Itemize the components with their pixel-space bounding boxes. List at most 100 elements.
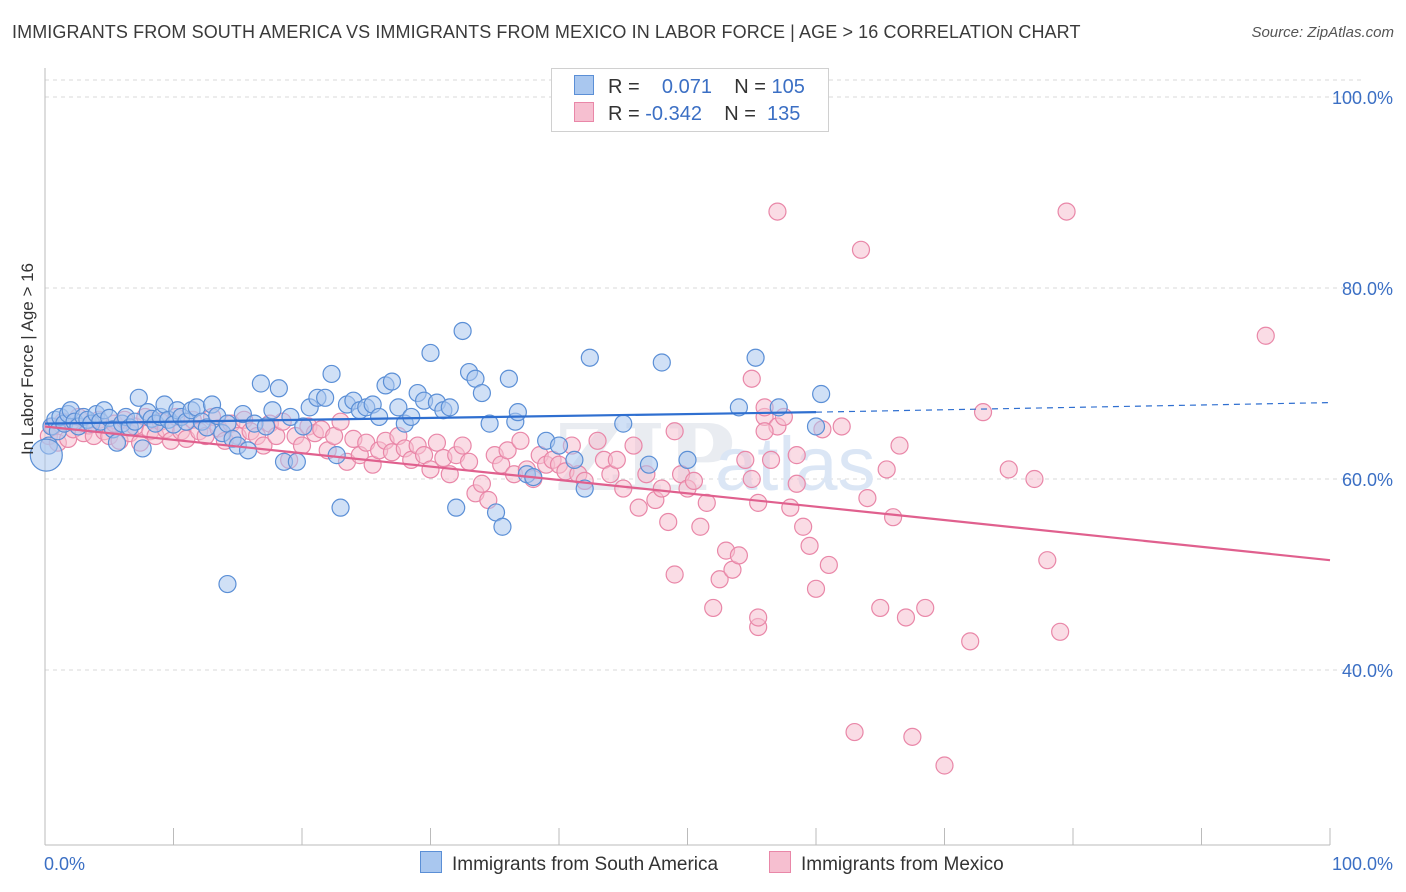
legend-n-label: N = [724,103,756,125]
south-america-point [812,384,831,404]
mexico-point [935,756,954,775]
mexico-point [588,431,607,450]
south-america-point [389,398,408,417]
legend-r-value: -0.342 [645,103,702,125]
south-america-point [480,414,499,433]
legend-r-label: R = [608,103,640,125]
mexico-point [787,474,806,493]
mexico-point [742,369,761,388]
mexico-point [761,450,781,469]
south-america-point [263,401,282,420]
mexico-point [973,403,993,422]
mexico-point [659,512,678,532]
mexico-point [851,240,871,259]
mexico-point [665,565,684,584]
mexico-point [704,598,723,618]
mexico-point [427,433,447,452]
south-america-point [238,441,258,460]
legend-r-label: R = [608,76,640,98]
south-america-point [678,450,697,469]
legend-swatch-mexico [769,851,791,873]
mexico-point [961,632,980,651]
south-america-point [729,398,749,417]
mexico-point [800,536,819,555]
south-america-point [281,407,300,427]
south-america-point [287,452,306,471]
y-axis-label: In Labor Force | Age > 16 [18,262,37,455]
y-tick-label: 100.0% [1332,88,1393,108]
south-america-point [256,417,276,436]
series-legend-south-america: Immigrants from South America [420,851,718,876]
mexico-points [39,202,1275,775]
south-america-point [421,343,440,363]
mexico-point [806,579,826,598]
mexico-point [845,722,864,742]
mexico-point [749,608,768,627]
south-america-point [29,438,63,472]
mexico-point [729,546,749,565]
mexico-point [749,493,768,512]
mexico-point [652,479,671,498]
mexico-point [742,469,761,489]
mexico-trend-line [44,425,1331,562]
mexico-point [511,431,530,450]
south-america-point [107,433,127,452]
south-america-point [129,388,148,407]
south-america-point [652,353,671,372]
mexico-point [498,441,517,460]
tick-labels: 40.0% 60.0% 80.0% 100.0% 0.0% 100.0% [44,88,1393,874]
south-america-point [402,407,421,427]
mexico-point [1051,622,1070,641]
mexico-point [472,474,491,493]
legend-swatch-south-america [574,75,594,95]
legend-n-label: N = [734,76,766,98]
south-america-point [565,450,584,469]
mexico-point [916,598,935,618]
legend-row-mexico: R = -0.342 N = 135 [574,102,800,128]
mexico-point [877,460,896,479]
mexico-point [691,517,710,536]
mexico-point [832,417,851,436]
trend-lines [44,402,1331,562]
mexico-point [453,436,472,455]
mexico-point [755,422,774,441]
south-america-point [370,407,389,427]
mexico-point [903,727,922,746]
south-america-point [440,398,459,417]
south-america-point [575,479,594,498]
legend-n-value: 105 [771,76,805,98]
south-america-point [580,348,599,367]
y-tick-label: 60.0% [1342,470,1393,490]
source-credit: Source: ZipAtlas.com [1251,24,1394,41]
mexico-point [1057,202,1076,221]
mexico-point [459,452,479,471]
south-america-point [447,498,466,517]
south-america-point [316,388,335,407]
legend-swatch-south-america [420,851,442,873]
mexico-point [819,555,838,575]
mexico-point [896,608,916,627]
south-america-trend-extension [815,402,1331,413]
mexico-point [710,570,729,589]
mexico-point [331,412,350,431]
south-america-point [322,364,341,384]
south-america-point [382,372,402,391]
south-america-point [218,574,237,594]
series-legend-mexico: Immigrants from Mexico [769,851,1004,876]
mexico-point [1038,551,1057,570]
south-america-point [806,417,826,436]
south-america-point [294,417,313,436]
south-america-point [269,379,288,398]
south-america-trend-line [44,411,817,425]
south-america-point [549,436,569,455]
legend-label-south-america: Immigrants from South America [452,854,719,875]
south-america-point [251,374,270,393]
south-america-point [639,455,659,474]
south-america-point [508,403,527,422]
south-america-point [472,383,491,403]
mexico-point [999,460,1018,479]
south-america-point [218,414,237,433]
grid-lines [45,79,1365,671]
legend-label-mexico: Immigrants from Mexico [801,854,1004,875]
